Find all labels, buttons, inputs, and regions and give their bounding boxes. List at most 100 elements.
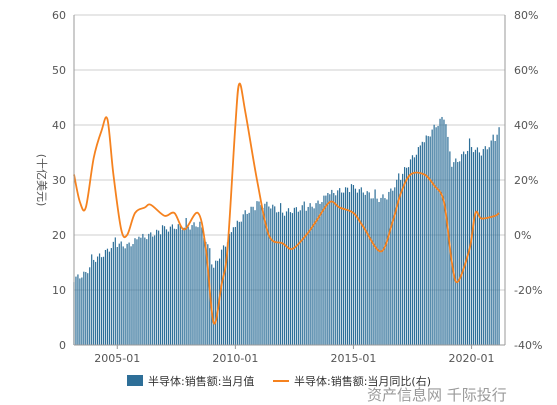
bar [272, 204, 274, 345]
bar [112, 241, 114, 345]
bar [144, 237, 146, 345]
bar [230, 232, 233, 345]
bar [126, 243, 128, 345]
bar [203, 237, 205, 345]
bar [321, 202, 323, 345]
bar [276, 212, 278, 345]
bar [337, 190, 339, 345]
bar [480, 155, 482, 345]
bar [159, 234, 162, 345]
bar [207, 244, 209, 345]
bar [335, 195, 337, 345]
bar [498, 127, 500, 345]
bar [140, 237, 142, 345]
bar [122, 246, 124, 345]
bar [443, 119, 445, 345]
bar [297, 211, 299, 345]
bar [390, 188, 392, 345]
bar [350, 184, 353, 345]
bar [352, 185, 355, 345]
bar [205, 241, 207, 345]
axes: 0 10 20 30 40 50 60 -40% -20% 0% 20% 40% 60% 80% 2005-… [52, 9, 542, 365]
bar [417, 147, 419, 345]
bar [142, 233, 144, 345]
bar [106, 248, 109, 345]
bar [291, 213, 294, 345]
bar [201, 227, 203, 345]
bar [102, 256, 105, 345]
bar [366, 191, 368, 345]
bar [167, 231, 170, 345]
bar [234, 226, 236, 345]
bar [354, 188, 357, 345]
bar [457, 162, 459, 345]
bar [260, 204, 262, 345]
bar [183, 227, 185, 345]
bar [278, 211, 280, 345]
bar [89, 267, 91, 345]
bar [244, 210, 246, 345]
bar [293, 207, 296, 345]
bar [360, 187, 362, 345]
bar [311, 206, 313, 345]
bar [405, 167, 408, 345]
x-tick-label: 2015-01 [330, 352, 376, 365]
bar [81, 277, 83, 345]
bar [474, 149, 477, 345]
bar [83, 271, 85, 345]
bar [358, 189, 360, 345]
bar [486, 149, 488, 345]
left-tick-label: 10 [52, 284, 66, 297]
right-tick-label: -40% [514, 339, 542, 352]
right-tick-label: 20% [514, 174, 538, 187]
bar [459, 161, 461, 345]
right-tick-label: 60% [514, 64, 538, 77]
bar [382, 194, 384, 345]
right-tick-label: -20% [514, 284, 542, 297]
bar [342, 192, 345, 345]
bar [341, 192, 343, 345]
bar [169, 226, 172, 345]
bar [396, 179, 398, 345]
bar [136, 239, 138, 345]
bar [494, 140, 496, 345]
bar [380, 197, 382, 345]
bar [496, 134, 498, 345]
bar [376, 198, 378, 345]
bar [372, 198, 374, 345]
bar [222, 245, 225, 345]
bar [116, 247, 118, 345]
right-tick-label: 40% [514, 119, 538, 132]
bar [445, 124, 447, 345]
bar [171, 224, 173, 345]
bar [364, 194, 366, 345]
bar [185, 217, 187, 345]
x-tick-label: 2010-01 [212, 352, 258, 365]
bar [266, 201, 268, 345]
bar [315, 203, 317, 345]
bar [404, 167, 406, 345]
bar [161, 225, 164, 345]
bar [400, 180, 402, 345]
bar [108, 251, 111, 345]
bar [281, 212, 284, 345]
bar [303, 201, 305, 345]
bar [146, 239, 148, 345]
bar [478, 152, 481, 345]
bar [215, 260, 217, 345]
bar [154, 235, 156, 345]
bar [163, 226, 166, 345]
bar [305, 210, 307, 345]
bar [339, 188, 341, 345]
bar [421, 141, 423, 345]
bar [232, 227, 234, 345]
bar [348, 192, 351, 345]
bar [152, 236, 154, 345]
bar [423, 142, 425, 345]
left-tick-label: 50 [52, 64, 66, 77]
bar [96, 256, 99, 345]
bar [466, 150, 469, 345]
bar [325, 195, 327, 345]
bar [262, 208, 264, 345]
